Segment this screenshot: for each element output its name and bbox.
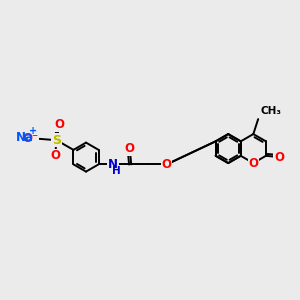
Text: O: O [248, 157, 258, 169]
Text: H: H [112, 167, 121, 176]
Text: +: + [29, 126, 37, 136]
Text: O: O [125, 142, 135, 155]
Text: O: O [162, 158, 172, 171]
Text: Na: Na [16, 131, 34, 144]
Text: O: O [50, 149, 60, 162]
Text: O: O [274, 151, 284, 164]
Text: O⁻: O⁻ [22, 132, 38, 145]
Text: CH₃: CH₃ [260, 106, 281, 116]
Text: O: O [54, 118, 64, 131]
Text: S: S [52, 134, 61, 147]
Text: N: N [108, 158, 118, 171]
